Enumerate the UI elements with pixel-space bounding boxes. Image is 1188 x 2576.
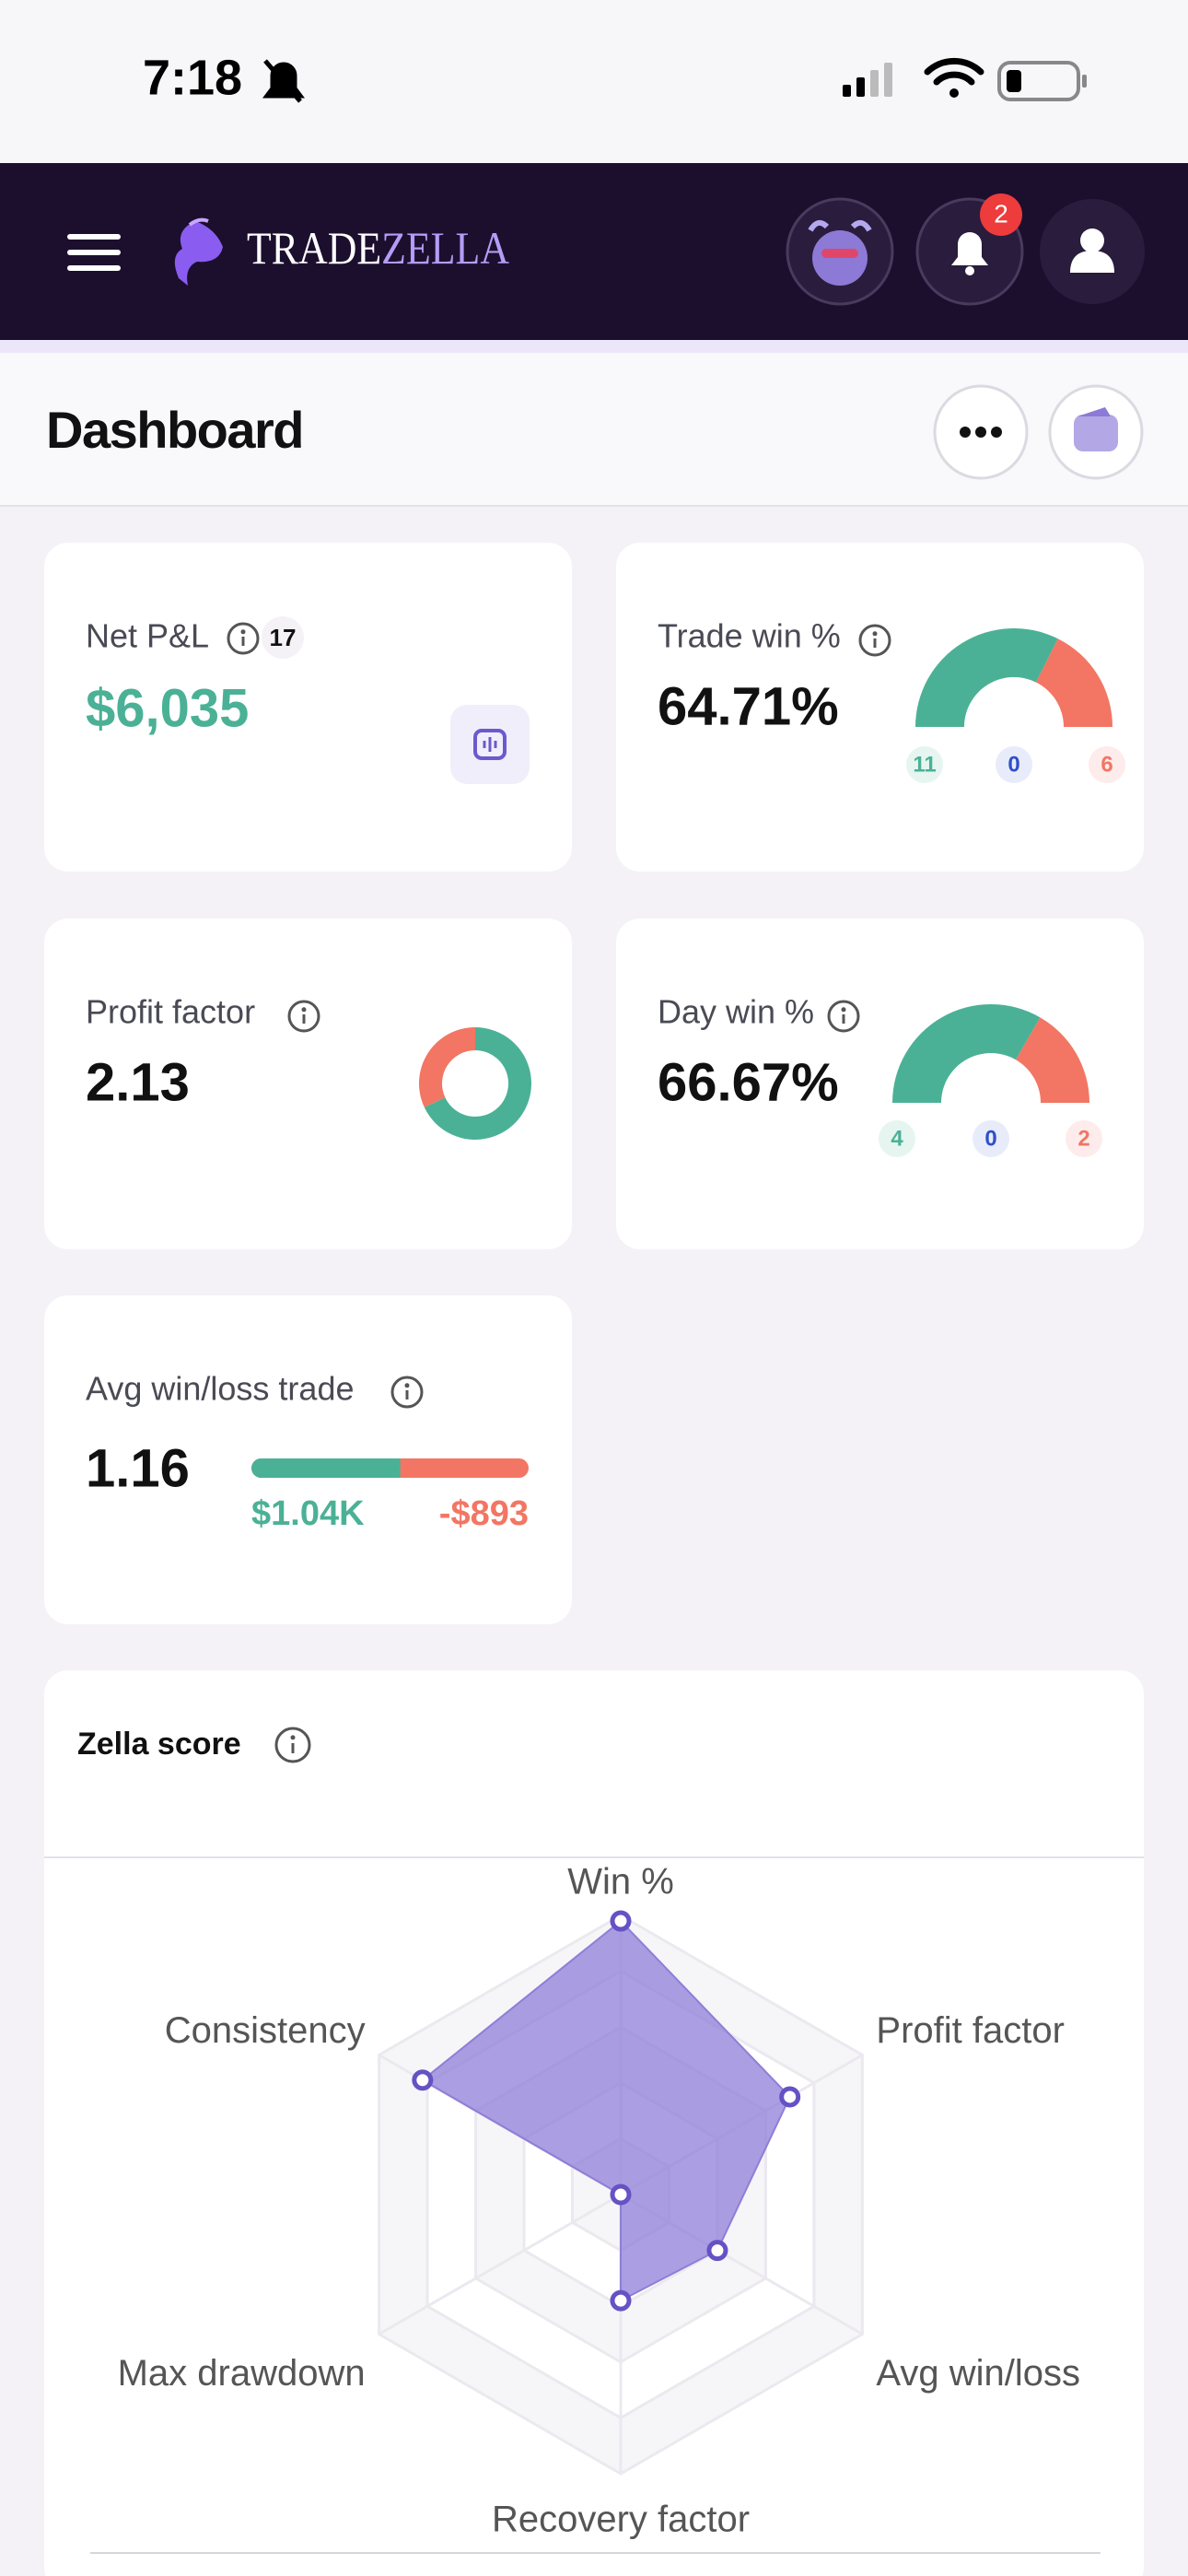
logo-text-right: ZELLA bbox=[381, 222, 509, 274]
info-ring bbox=[858, 624, 891, 657]
count-chip bbox=[1089, 746, 1125, 783]
menu-button[interactable] bbox=[67, 234, 121, 271]
info-icon bbox=[274, 1727, 311, 1763]
count-chip bbox=[262, 616, 304, 659]
notification-badge bbox=[980, 193, 1022, 236]
status-bar bbox=[0, 0, 1188, 163]
avatar-button[interactable] bbox=[786, 197, 894, 306]
page-title: Dashboard bbox=[46, 401, 303, 459]
ratio-bar-win bbox=[251, 1458, 401, 1478]
gauge-count: 4 bbox=[891, 1126, 903, 1151]
radar-point bbox=[779, 2086, 801, 2108]
profit-factor-value: 2.13 bbox=[86, 1052, 190, 1112]
avg-win-label: $1.04K bbox=[251, 1494, 365, 1533]
trade-win-value: 64.71% bbox=[658, 676, 839, 736]
info-icon bbox=[858, 624, 891, 657]
header-accent bbox=[0, 340, 1188, 353]
gauge-segment bbox=[1036, 638, 1112, 727]
count-chip bbox=[1066, 1120, 1102, 1157]
radar-point bbox=[610, 2289, 632, 2312]
info-icon bbox=[227, 622, 260, 655]
donut-profit bbox=[424, 1027, 531, 1140]
logo-icon bbox=[174, 217, 223, 286]
gauge-count: 2 bbox=[1077, 1126, 1089, 1151]
avg-loss-label: -$893 bbox=[439, 1494, 529, 1533]
card-trade-win bbox=[616, 543, 1144, 872]
radar-label: Max drawdown bbox=[118, 2353, 366, 2394]
net-pnl-value: $6,035 bbox=[86, 678, 249, 738]
mute-icon bbox=[262, 59, 305, 103]
radar-label: Recovery factor bbox=[492, 2500, 750, 2540]
zella-title: Zella score bbox=[77, 1727, 241, 1762]
avg-win-loss-value: 1.16 bbox=[86, 1438, 190, 1498]
trade-count: 17 bbox=[270, 624, 297, 651]
wallet-button[interactable] bbox=[1048, 384, 1144, 480]
gauge-count: 6 bbox=[1101, 752, 1112, 777]
info-dot bbox=[404, 1383, 410, 1388]
card-label: Day win % bbox=[658, 993, 814, 1031]
notification-count: 2 bbox=[994, 199, 1008, 228]
radar-label: Avg win/loss bbox=[876, 2353, 1080, 2394]
info-dot bbox=[301, 1007, 307, 1013]
info-icon bbox=[287, 1000, 320, 1033]
signal-icon bbox=[843, 63, 892, 97]
info-ring bbox=[227, 622, 260, 655]
radar-point bbox=[412, 2069, 434, 2091]
profile-button[interactable] bbox=[1040, 199, 1145, 304]
logo-text-left: TRADE bbox=[247, 222, 381, 274]
radar-point bbox=[610, 1910, 632, 1932]
info-dot bbox=[240, 629, 246, 635]
card-label: Trade win % bbox=[658, 617, 841, 655]
gauge-segment bbox=[1016, 1017, 1089, 1103]
wifi-icon bbox=[924, 57, 984, 98]
gauge-segment bbox=[915, 628, 1058, 727]
battery-icon bbox=[997, 61, 1087, 101]
count-chip bbox=[879, 1120, 915, 1157]
gauge-count: 0 bbox=[984, 1126, 996, 1151]
count-chip bbox=[906, 746, 943, 783]
gauge-segment bbox=[892, 1004, 1041, 1103]
card-label: Net P&L bbox=[86, 617, 209, 655]
more-button[interactable] bbox=[933, 384, 1029, 480]
card-profit-factor bbox=[44, 919, 572, 1249]
card-label: Avg win/loss trade bbox=[86, 1370, 354, 1408]
radar-point bbox=[610, 2184, 632, 2206]
radar-label: Consistency bbox=[165, 2010, 366, 2051]
info-ring bbox=[287, 1000, 320, 1033]
donut-loss bbox=[419, 1027, 475, 1107]
card-day-win bbox=[616, 919, 1144, 1249]
radar-point bbox=[706, 2240, 728, 2262]
gauge-count: 11 bbox=[913, 752, 936, 777]
gauge-count: 0 bbox=[1007, 752, 1019, 777]
card-net-pnl bbox=[44, 543, 572, 872]
info-dot bbox=[872, 631, 878, 637]
status-time: 7:18 bbox=[143, 50, 242, 105]
radar-label: Win % bbox=[567, 1862, 674, 1903]
logo[interactable]: TRADEZELLA bbox=[247, 222, 509, 274]
count-chip bbox=[996, 746, 1032, 783]
chart-toggle-button[interactable] bbox=[450, 705, 530, 784]
info-ring bbox=[274, 1727, 311, 1763]
day-win-value: 66.67% bbox=[658, 1052, 839, 1112]
info-ring bbox=[827, 1000, 860, 1033]
info-dot bbox=[841, 1007, 846, 1013]
info-icon bbox=[390, 1376, 424, 1409]
info-ring bbox=[390, 1376, 424, 1409]
card-label: Profit factor bbox=[86, 993, 255, 1031]
info-dot bbox=[290, 1735, 296, 1740]
radar-axis bbox=[378, 2193, 622, 2336]
info-icon bbox=[827, 1000, 860, 1033]
count-chip bbox=[973, 1120, 1009, 1157]
radar-label: Profit factor bbox=[876, 2010, 1065, 2051]
